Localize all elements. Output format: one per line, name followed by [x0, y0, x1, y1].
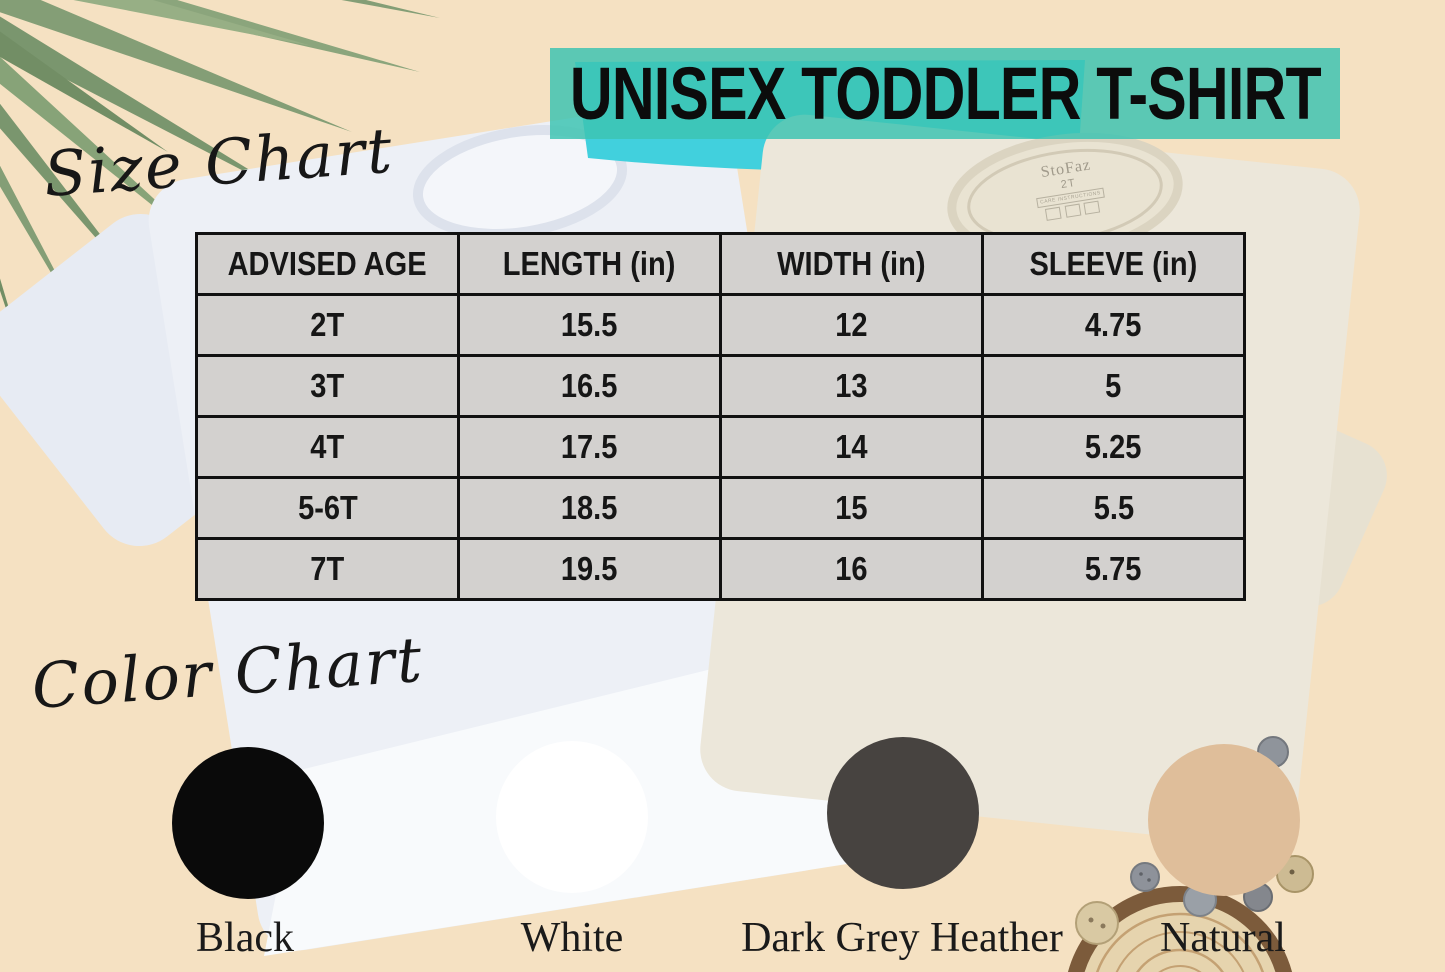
swatch-natural [1148, 744, 1300, 896]
column-length: LENGTH (in) [457, 232, 722, 296]
swatch-label-natural: Natural [1160, 915, 1286, 961]
page-title: UNISEX TODDLER T-SHIRT [569, 52, 1322, 135]
column-sleeve: SLEEVE (in) [981, 232, 1246, 296]
title-banner: UNISEX TODDLER T-SHIRT [550, 48, 1340, 139]
column-width: WIDTH (in) [719, 232, 984, 296]
table-row: 2T 15.5 12 4.75 [195, 293, 1246, 357]
table-row: 5-6T 18.5 15 5.5 [195, 476, 1246, 540]
table-row: 7T 19.5 16 5.75 [195, 537, 1246, 601]
column-advised-age: ADVISED AGE [195, 232, 460, 296]
size-chart-table: ADVISED AGE LENGTH (in) WIDTH (in) SLEEV… [195, 232, 1246, 601]
swatch-black [172, 747, 324, 899]
table-row: 4T 17.5 14 5.25 [195, 415, 1246, 479]
table-row: 3T 16.5 13 5 [195, 354, 1246, 418]
swatch-label-dark-grey-heather: Dark Grey Heather [741, 915, 1063, 961]
swatch-dark-grey-heather [827, 737, 979, 889]
palm-leaf-decoration [0, 0, 440, 392]
swatch-label-black: Black [196, 915, 294, 961]
wood-slice-decoration [1064, 886, 1296, 972]
swatch-label-white: White [520, 915, 624, 961]
table-header-row: ADVISED AGE LENGTH (in) WIDTH (in) SLEEV… [195, 232, 1246, 296]
swatch-white [496, 741, 648, 893]
